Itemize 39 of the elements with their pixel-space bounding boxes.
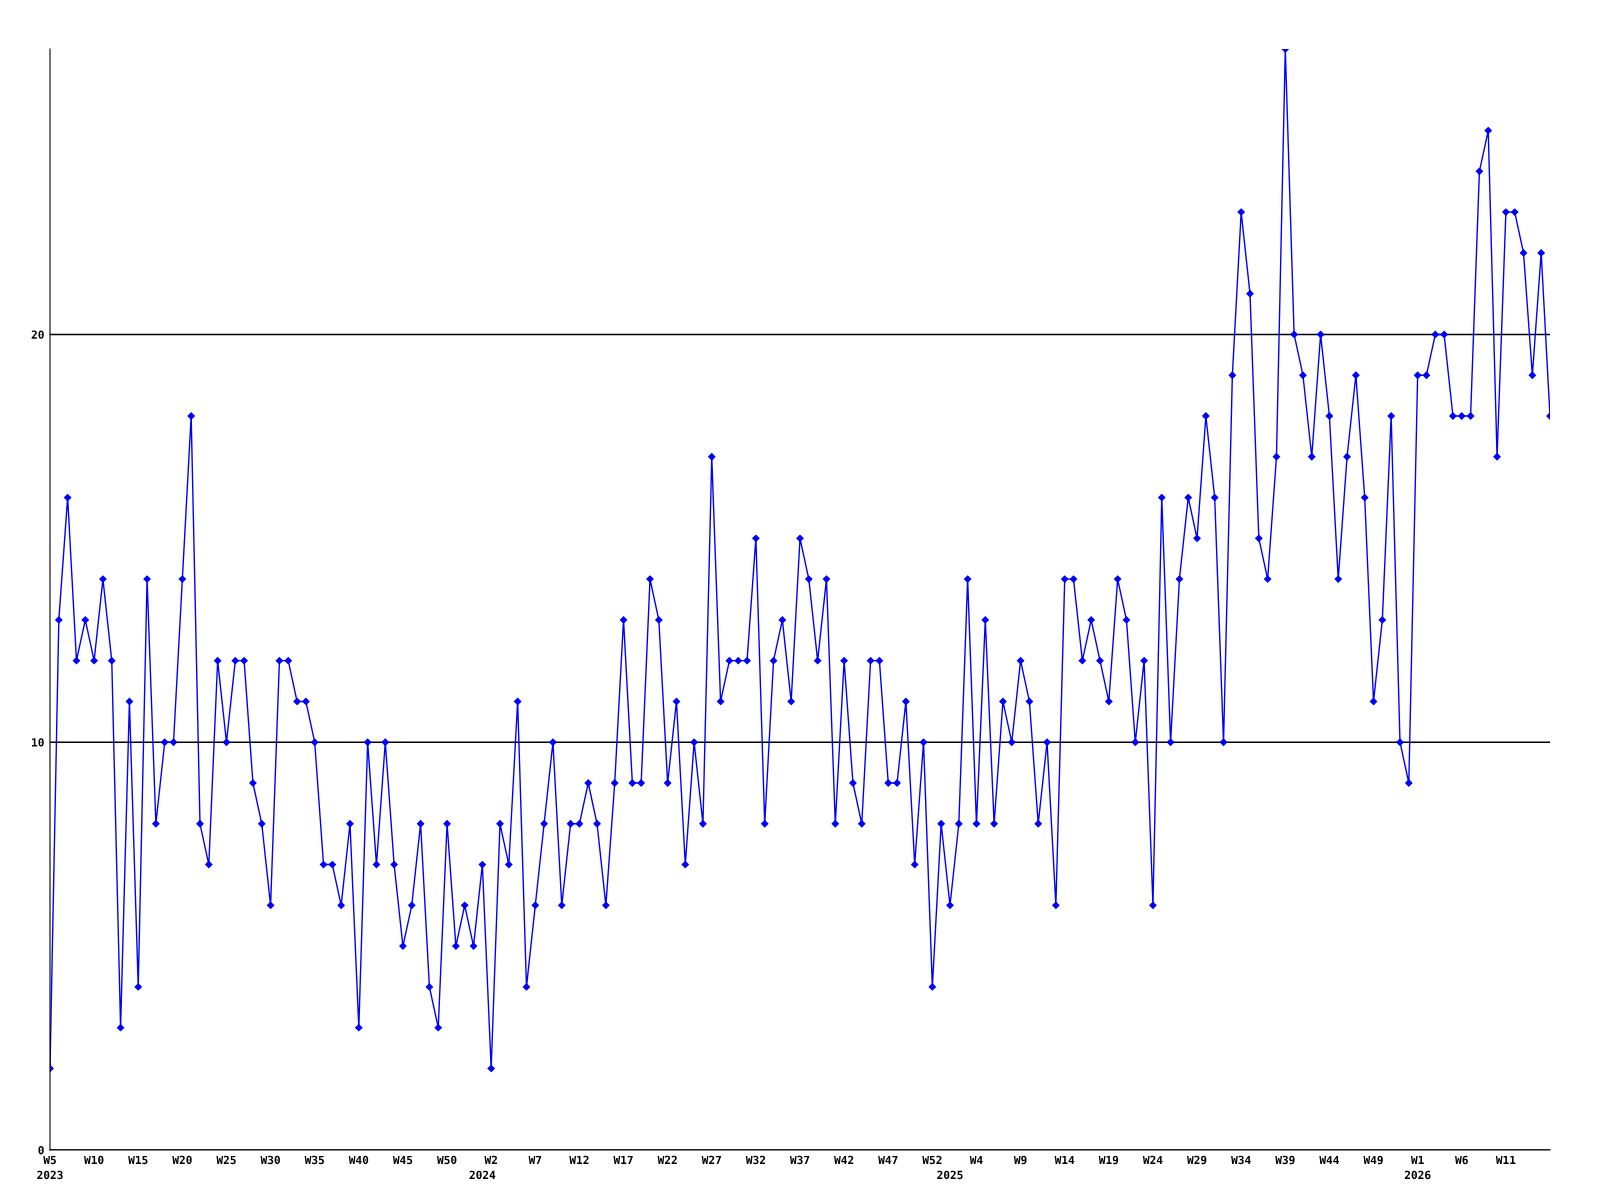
x-tick-label: W34 <box>1231 1155 1251 1165</box>
x-tick-label: W14 <box>1054 1155 1075 1164</box>
x-tick-label: W15 <box>128 1155 148 1165</box>
x-tick-label: W7 <box>528 1155 542 1164</box>
x-tick-label: 2024 <box>469 1170 496 1180</box>
x-tick-label: W32 <box>745 1155 765 1165</box>
x-tick-label: W30 <box>260 1155 280 1165</box>
x-tick-label: W39 <box>1275 1155 1295 1165</box>
x-tick-label: W45 <box>392 1155 413 1165</box>
x-tick-label: W20 <box>172 1155 192 1165</box>
x-tick-label: W37 <box>789 1155 810 1165</box>
y-tick-label: 0 <box>38 1145 44 1155</box>
x-tick-label: W49 <box>1363 1155 1383 1165</box>
x-tick-label: W10 <box>84 1155 104 1165</box>
x-tick-label: W52 <box>922 1155 942 1165</box>
x-tick-label: W11 <box>1495 1155 1516 1164</box>
x-tick-label: W6 <box>1455 1155 1468 1165</box>
x-tick-label: W25 <box>216 1155 236 1165</box>
x-tick-label: W50 <box>437 1155 457 1165</box>
x-tick-label: W40 <box>348 1155 369 1165</box>
x-tick-label: W9 <box>1013 1155 1027 1165</box>
x-tick-label: W35 <box>304 1155 324 1165</box>
x-tick-label: W47 <box>878 1155 898 1164</box>
x-tick-label: W27 <box>701 1155 721 1164</box>
x-tick-label: W42 <box>834 1155 854 1164</box>
x-tick-label: W24 <box>1142 1155 1163 1164</box>
y-tick-label: 20 <box>31 330 44 339</box>
x-tick-label: W5 2023 <box>37 1155 63 1180</box>
x-tick-label: W4 <box>969 1155 983 1164</box>
x-tick-label: W1 2026 <box>1404 1155 1431 1180</box>
x-tick-label: W19 <box>1098 1155 1119 1165</box>
x-tick-label: W44 <box>1319 1155 1339 1164</box>
x-tick-label: W2 <box>484 1155 497 1164</box>
x-tick-label: W17 <box>613 1155 633 1164</box>
x-tick-label: W29 <box>1187 1155 1207 1165</box>
x-tick-label: W22 <box>657 1155 677 1164</box>
x-tick-label: W12 <box>569 1155 589 1164</box>
x-tick-label: 2025 <box>937 1170 963 1180</box>
y-tick-label: 10 <box>32 738 44 747</box>
